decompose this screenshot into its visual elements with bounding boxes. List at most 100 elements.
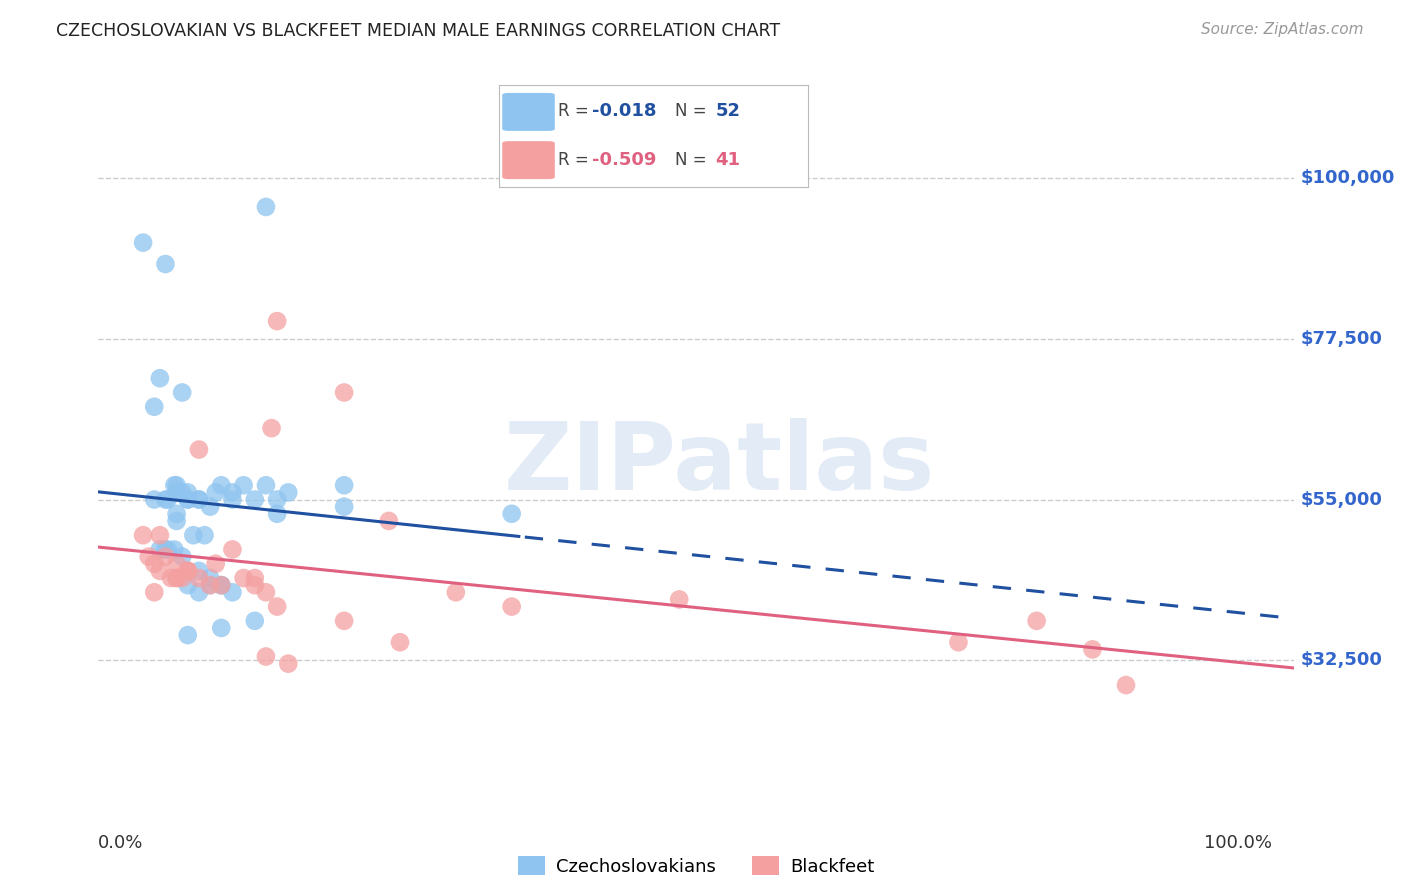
Point xyxy=(243,571,266,585)
Text: ZIPatlas: ZIPatlas xyxy=(505,417,935,510)
Point xyxy=(254,478,277,492)
Point xyxy=(204,557,226,571)
Point xyxy=(166,478,188,492)
Point xyxy=(166,514,188,528)
Point xyxy=(243,578,266,592)
Point xyxy=(209,478,232,492)
Point xyxy=(187,585,209,599)
Point xyxy=(177,492,200,507)
Point xyxy=(156,492,179,507)
Point xyxy=(198,500,221,514)
Point xyxy=(177,564,200,578)
Point xyxy=(198,578,221,592)
Point xyxy=(209,621,232,635)
Point xyxy=(155,257,177,271)
Point xyxy=(156,542,179,557)
Point xyxy=(266,507,288,521)
Text: -0.018: -0.018 xyxy=(592,102,657,120)
Point xyxy=(143,400,166,414)
Point xyxy=(187,442,209,457)
Point xyxy=(333,614,356,628)
Point xyxy=(668,592,690,607)
Point xyxy=(254,649,277,664)
FancyBboxPatch shape xyxy=(502,141,555,179)
Point xyxy=(333,478,356,492)
Point xyxy=(187,492,209,507)
Point xyxy=(177,564,200,578)
Point xyxy=(166,571,188,585)
Point xyxy=(333,500,356,514)
Text: N =: N = xyxy=(675,102,713,120)
Point xyxy=(149,542,172,557)
Point xyxy=(209,578,232,592)
Point xyxy=(177,628,200,642)
Text: $32,500: $32,500 xyxy=(1301,651,1382,669)
Point xyxy=(277,485,299,500)
Point xyxy=(166,557,188,571)
Point xyxy=(198,571,221,585)
Point xyxy=(172,549,194,564)
Text: $55,000: $55,000 xyxy=(1301,491,1382,508)
Text: R =: R = xyxy=(558,151,593,169)
Text: $100,000: $100,000 xyxy=(1301,169,1395,187)
Point xyxy=(166,507,188,521)
Text: CZECHOSLOVAKIAN VS BLACKFEET MEDIAN MALE EARNINGS CORRELATION CHART: CZECHOSLOVAKIAN VS BLACKFEET MEDIAN MALE… xyxy=(56,22,780,40)
Point xyxy=(187,564,209,578)
Point xyxy=(143,492,166,507)
Text: 52: 52 xyxy=(716,102,741,120)
Text: -0.509: -0.509 xyxy=(592,151,657,169)
Point xyxy=(232,571,254,585)
Point xyxy=(221,485,243,500)
Point xyxy=(172,385,194,400)
Point xyxy=(1081,642,1104,657)
Point xyxy=(132,235,155,250)
Point xyxy=(209,578,232,592)
Point xyxy=(149,564,172,578)
Point xyxy=(1025,614,1047,628)
Point xyxy=(193,528,215,542)
Text: Source: ZipAtlas.com: Source: ZipAtlas.com xyxy=(1201,22,1364,37)
Point xyxy=(155,542,177,557)
Point xyxy=(149,371,172,385)
Point xyxy=(221,542,243,557)
Point xyxy=(209,578,232,592)
Point xyxy=(444,585,467,599)
FancyBboxPatch shape xyxy=(502,93,555,131)
Legend: Czechoslovakians, Blackfeet: Czechoslovakians, Blackfeet xyxy=(510,849,882,883)
Point xyxy=(388,635,411,649)
Point xyxy=(132,528,155,542)
Point xyxy=(177,578,200,592)
Point xyxy=(138,549,160,564)
Point xyxy=(160,571,183,585)
Point xyxy=(177,564,200,578)
Point xyxy=(221,585,243,599)
Text: $77,500: $77,500 xyxy=(1301,330,1382,348)
Point xyxy=(243,492,266,507)
Point xyxy=(187,571,209,585)
Point xyxy=(221,492,243,507)
Point xyxy=(243,614,266,628)
Point xyxy=(163,542,186,557)
Point xyxy=(172,485,194,500)
Point xyxy=(204,485,226,500)
Point xyxy=(501,599,523,614)
Point xyxy=(155,549,177,564)
Point xyxy=(254,200,277,214)
Point xyxy=(143,585,166,599)
Point xyxy=(254,585,277,599)
Text: 41: 41 xyxy=(716,151,741,169)
Point xyxy=(378,514,401,528)
Point xyxy=(155,492,177,507)
Text: R =: R = xyxy=(558,102,593,120)
Point xyxy=(266,599,288,614)
Point xyxy=(172,571,194,585)
Point xyxy=(501,507,523,521)
Point xyxy=(333,385,356,400)
Point xyxy=(1115,678,1137,692)
Point xyxy=(232,478,254,492)
Point xyxy=(948,635,970,649)
Point xyxy=(166,485,188,500)
Point xyxy=(149,528,172,542)
Point xyxy=(183,528,205,542)
Point xyxy=(266,492,288,507)
